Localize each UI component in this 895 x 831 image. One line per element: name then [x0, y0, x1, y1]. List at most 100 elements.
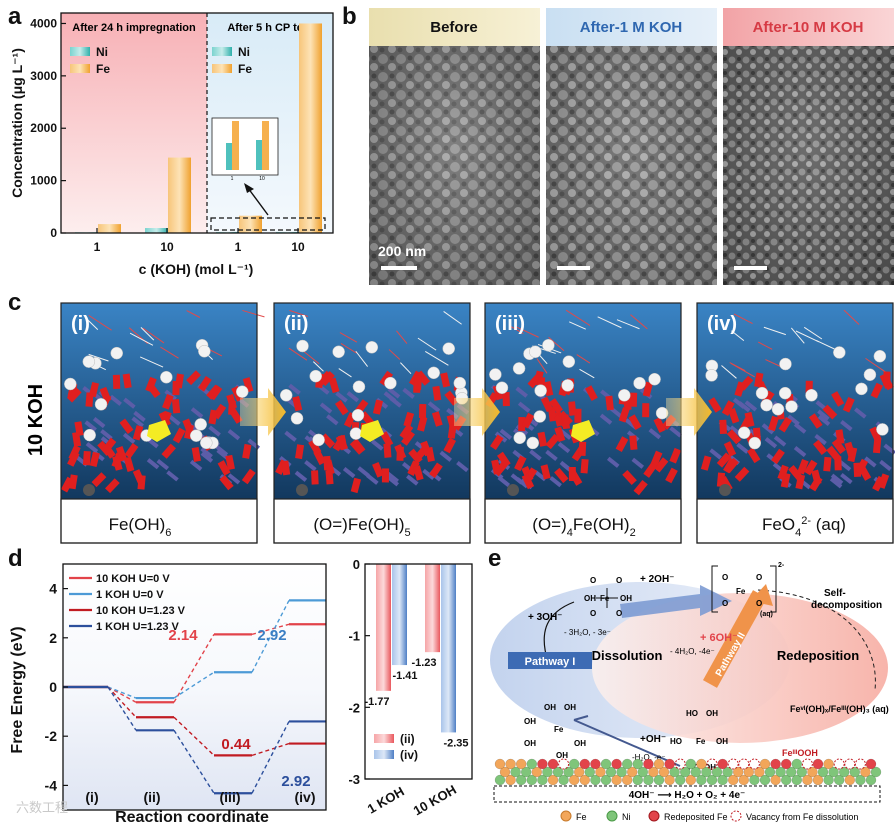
surface-atom — [579, 758, 591, 770]
water-molecule — [129, 332, 154, 346]
hydrogen-atom — [778, 386, 792, 400]
oxygen-atom — [883, 371, 891, 386]
water-molecule — [548, 336, 565, 352]
vacancy — [738, 758, 750, 770]
surface-atom — [505, 774, 516, 786]
pathway-i-label: Pathway I — [525, 656, 576, 668]
inset-bar-ni-10 — [256, 140, 262, 170]
oxygen-atom — [490, 434, 504, 451]
oxygen-atom — [198, 376, 212, 392]
md-snapshots: (i) (ii) (iii) (iv) — [60, 302, 895, 544]
svg-text:HO: HO — [686, 709, 698, 718]
connector-3-2 — [173, 716, 215, 756]
d-legend-label-3: 10 KOH U=1.23 V — [96, 605, 186, 617]
hydrogen-atom — [529, 345, 542, 358]
oxygen-atom — [700, 455, 712, 471]
svg-text:OH: OH — [564, 703, 576, 712]
sem-image-10m: After-10 M KOH — [723, 8, 894, 285]
oxygen-atom — [835, 429, 845, 445]
surface-atom — [537, 774, 548, 786]
hydrogen-atom — [200, 436, 213, 450]
oxygen-atom — [554, 467, 569, 484]
oxygen-atom — [241, 468, 256, 485]
oxygen-atom — [642, 403, 650, 418]
lattice-bond — [773, 435, 787, 447]
hydrogen-atom — [561, 379, 574, 392]
label-feooh: FeᴵᴵᴵOOH — [782, 748, 818, 758]
surface-atom — [838, 766, 850, 778]
fe-atom-yellow — [360, 420, 384, 442]
connector-2-2 — [173, 671, 215, 699]
carbon-atom — [719, 484, 731, 496]
oxygen-atom — [497, 451, 511, 468]
connector-1-2 — [173, 634, 215, 703]
legend-redeposited-dot — [648, 810, 660, 822]
lattice-bond — [764, 437, 778, 449]
svg-text:HO: HO — [670, 737, 682, 746]
water-molecule — [339, 332, 358, 343]
water-molecule — [536, 358, 548, 374]
oxygen-atom — [349, 439, 365, 455]
oxygen-atom — [123, 456, 135, 472]
water-molecule — [731, 330, 745, 341]
d-legend-label-2: 1 KOH U=0 V — [96, 589, 164, 601]
vacancy — [558, 758, 570, 770]
panel-letter-c: c — [8, 289, 21, 316]
panel-d: d 4 2 0 -2 -4 (i) (ii) (iii) (iv) Free Energy (… — [8, 545, 473, 826]
water-molecule — [565, 309, 591, 326]
oxygen-atom — [401, 430, 415, 446]
pathway-i-badge — [508, 652, 592, 669]
hydrogen-atom — [442, 342, 455, 355]
panel-a-inset: 1 10 — [211, 117, 279, 182]
lattice-bond — [168, 414, 181, 426]
surface-atom — [510, 766, 521, 778]
label-fe-mix: Feᵛᴵ(OH)ₓ/Feᴵᴵᴵ(OH)₃ (aq) — [790, 704, 889, 714]
oxygen-atom — [747, 447, 761, 464]
svg-text:O: O — [722, 599, 728, 608]
surface-atom — [706, 774, 718, 786]
lattice-bond — [146, 458, 160, 470]
surface-atom — [579, 774, 591, 786]
surface-atom — [552, 766, 564, 778]
water-molecule — [425, 351, 449, 366]
oxygen-atom — [102, 443, 116, 459]
water-molecule — [388, 349, 401, 360]
oxygen-atom — [219, 474, 234, 491]
lattice-bond — [787, 414, 800, 426]
bar-label-1: -1.77 — [364, 696, 389, 708]
surface-atom — [817, 766, 829, 778]
surface-atom — [690, 766, 702, 778]
lattice-bond — [606, 456, 620, 468]
oxygen-atom — [325, 469, 334, 485]
panel-a-y-ticks: 0 1000 2000 3000 4000 — [30, 16, 66, 240]
water-molecule — [288, 347, 308, 361]
legend-label-ni-left: Ni — [96, 45, 108, 59]
surface-atom — [537, 758, 548, 770]
hydrogen-atom — [194, 418, 207, 431]
surface-atom — [611, 774, 622, 786]
surface-atom — [722, 766, 733, 778]
oxygen-atom — [521, 473, 535, 490]
surface-atom — [653, 758, 665, 770]
surface-atom — [494, 774, 506, 786]
lattice-bond — [838, 460, 852, 472]
oxygen-atom — [514, 455, 527, 472]
surface-atom — [812, 758, 824, 770]
panel-d-ylabel: Free Energy (eV) — [9, 626, 26, 753]
oxygen-atom — [91, 472, 107, 488]
water-molecule — [86, 318, 99, 330]
water-molecule — [630, 314, 648, 330]
oxygen-atom — [549, 398, 563, 414]
oxygen-atom — [872, 475, 885, 492]
legend-label-iv: (iv) — [400, 748, 418, 762]
dr-y-tick-label-0: 0 — [353, 557, 360, 572]
hydrogen-atom — [489, 368, 502, 381]
oxygen-atom — [540, 396, 554, 413]
oxygen-atom — [281, 460, 291, 476]
oxygen-atom — [225, 454, 235, 470]
surface-atom — [865, 758, 877, 770]
surface-atom — [590, 774, 601, 786]
redeposition-ellipse — [592, 593, 888, 743]
hydrogen-atom — [755, 386, 769, 400]
